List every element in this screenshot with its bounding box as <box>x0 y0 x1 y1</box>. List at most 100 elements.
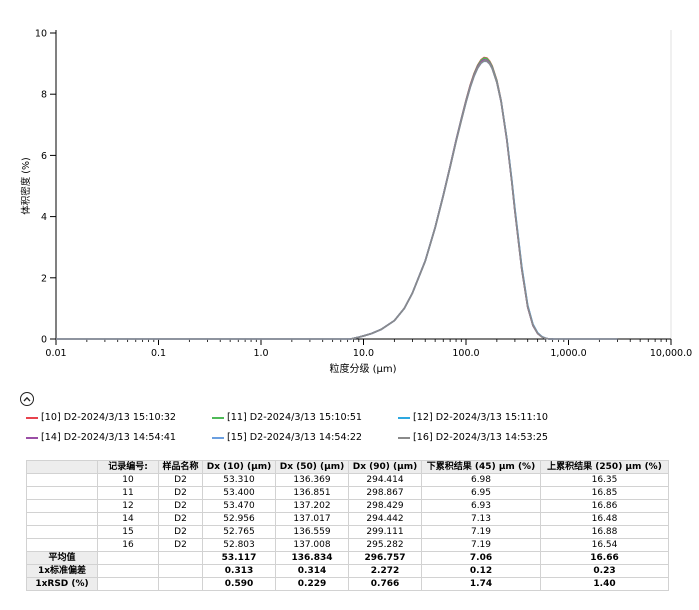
legend-swatch <box>212 436 224 439</box>
y-tick-label: 10 <box>35 29 47 40</box>
cell-empty <box>97 564 159 578</box>
stat-dx10: 53.117 <box>202 551 276 565</box>
results-table: 记录编号: 样品名称 Dx (10) (μm) Dx (50) (μm) Dx … <box>26 460 669 591</box>
table-row: 12 D2 53.470 137.202 298.429 6.93 16.86 <box>26 499 669 513</box>
legend-swatch <box>26 436 38 439</box>
x-tick-label: 1,000.0 <box>550 348 586 359</box>
header-dx90: Dx (90) (μm) <box>348 460 422 474</box>
table-header-row: 记录编号: 样品名称 Dx (10) (μm) Dx (50) (μm) Dx … <box>26 460 669 474</box>
legend-item-11[interactable]: [11] D2-2024/3/13 15:10:51 <box>212 412 362 423</box>
x-axis-label: 粒度分级 (μm) <box>329 362 396 375</box>
y-axis-ticks: 0 2 4 6 8 10 <box>35 29 56 346</box>
cell-dx50: 137.202 <box>275 499 349 513</box>
header-over-250: 上累积结果 (250) μm (%) <box>540 460 669 474</box>
stat-over-250: 1.40 <box>540 577 669 591</box>
cell-under-45: 7.19 <box>421 538 541 552</box>
table-row: 14 D2 52.956 137.017 294.442 7.13 16.48 <box>26 512 669 526</box>
cell-dx10: 52.765 <box>202 525 276 539</box>
cell-dx10: 53.470 <box>202 499 276 513</box>
cell-dx10: 53.400 <box>202 486 276 500</box>
x-tick-label: 0.01 <box>45 348 66 359</box>
cell-dx10: 53.310 <box>202 473 276 487</box>
y-tick-label: 8 <box>41 90 47 101</box>
cell-under-45: 6.98 <box>421 473 541 487</box>
y-tick-label: 2 <box>41 273 47 284</box>
row-head <box>26 499 98 513</box>
table-row: 11 D2 53.400 136.851 298.867 6.95 16.85 <box>26 486 669 500</box>
series-line-2 <box>349 59 554 340</box>
stat-dx50: 136.834 <box>275 551 349 565</box>
stat-dx90: 0.766 <box>348 577 422 591</box>
series-line-0 <box>349 56 554 340</box>
row-head <box>26 538 98 552</box>
cell-dx50: 137.008 <box>275 538 349 552</box>
series-layer <box>349 56 554 340</box>
stat-under-45: 1.74 <box>421 577 541 591</box>
x-axis-ticks: 0.01 0.1 1.0 10.0 100.0 1,000.0 10,000.0 <box>45 339 692 359</box>
cell-dx90: 298.867 <box>348 486 422 500</box>
cell-under-45: 6.93 <box>421 499 541 513</box>
cell-record-id: 10 <box>97 473 159 487</box>
legend-item-15[interactable]: [15] D2-2024/3/13 14:54:22 <box>212 432 362 443</box>
series-line-5 <box>349 60 554 340</box>
cell-under-45: 7.19 <box>421 525 541 539</box>
header-corner <box>26 460 98 474</box>
legend-swatch <box>26 416 38 419</box>
stat-dx90: 2.272 <box>348 564 422 578</box>
stat-dx50: 0.229 <box>275 577 349 591</box>
cell-empty <box>97 577 159 591</box>
row-head <box>26 486 98 500</box>
legend-item-14[interactable]: [14] D2-2024/3/13 14:54:41 <box>26 432 176 443</box>
cell-dx10: 52.803 <box>202 538 276 552</box>
cell-dx90: 295.282 <box>348 538 422 552</box>
cell-empty <box>158 577 203 591</box>
y-axis-label: 体积密度 (%) <box>20 157 32 214</box>
cell-empty <box>158 564 203 578</box>
cell-over-250: 16.85 <box>540 486 669 500</box>
cell-dx90: 298.429 <box>348 499 422 513</box>
cell-over-250: 16.86 <box>540 499 669 513</box>
row-head <box>26 525 98 539</box>
cell-empty <box>97 551 159 565</box>
series-line-3 <box>349 58 554 340</box>
stats-row-std: 1x标准偏差 0.313 0.314 2.272 0.12 0.23 <box>26 564 669 578</box>
header-dx10: Dx (10) (μm) <box>202 460 276 474</box>
cell-over-250: 16.35 <box>540 473 669 487</box>
cell-over-250: 16.54 <box>540 538 669 552</box>
cell-over-250: 16.88 <box>540 525 669 539</box>
stat-under-45: 7.06 <box>421 551 541 565</box>
table-row: 10 D2 53.310 136.369 294.414 6.98 16.35 <box>26 473 669 487</box>
legend-swatch <box>398 436 410 439</box>
cell-dx10: 52.956 <box>202 512 276 526</box>
stat-dx90: 296.757 <box>348 551 422 565</box>
chevron-up-icon <box>23 396 31 402</box>
table-row: 15 D2 52.765 136.559 299.111 7.19 16.88 <box>26 525 669 539</box>
legend-label: [15] D2-2024/3/13 14:54:22 <box>227 432 363 443</box>
series-line-1 <box>349 57 554 340</box>
particle-size-chart: 0.01 0.1 1.0 10.0 100.0 1,000.0 10,000.0 0 2 4 6 8… <box>20 29 692 376</box>
row-head <box>26 473 98 487</box>
legend-collapse-button[interactable] <box>20 392 34 406</box>
cell-sample-name: D2 <box>158 512 203 526</box>
legend-item-16[interactable]: [16] D2-2024/3/13 14:53:25 <box>398 432 548 443</box>
x-tick-label: 100.0 <box>452 348 479 359</box>
stat-label: 1xRSD (%) <box>26 577 98 591</box>
cell-under-45: 6.95 <box>421 486 541 500</box>
stat-dx10: 0.590 <box>202 577 276 591</box>
x-tick-label: 10,000.0 <box>650 348 692 359</box>
legend-item-10[interactable]: [10] D2-2024/3/13 15:10:32 <box>26 412 176 423</box>
stat-over-250: 16.66 <box>540 551 669 565</box>
cell-record-id: 16 <box>97 538 159 552</box>
legend-label: [10] D2-2024/3/13 15:10:32 <box>41 412 177 423</box>
cell-dx50: 137.017 <box>275 512 349 526</box>
cell-dx50: 136.559 <box>275 525 349 539</box>
series-line-4 <box>349 60 554 340</box>
stats-row-mean: 平均值 53.117 136.834 296.757 7.06 16.66 <box>26 551 669 565</box>
cell-sample-name: D2 <box>158 473 203 487</box>
y-tick-label: 4 <box>41 212 47 223</box>
cell-dx50: 136.851 <box>275 486 349 500</box>
cell-empty <box>158 551 203 565</box>
x-tick-label: 1.0 <box>253 348 268 359</box>
legend-item-12[interactable]: [12] D2-2024/3/13 15:11:10 <box>398 412 548 423</box>
stat-dx10: 0.313 <box>202 564 276 578</box>
